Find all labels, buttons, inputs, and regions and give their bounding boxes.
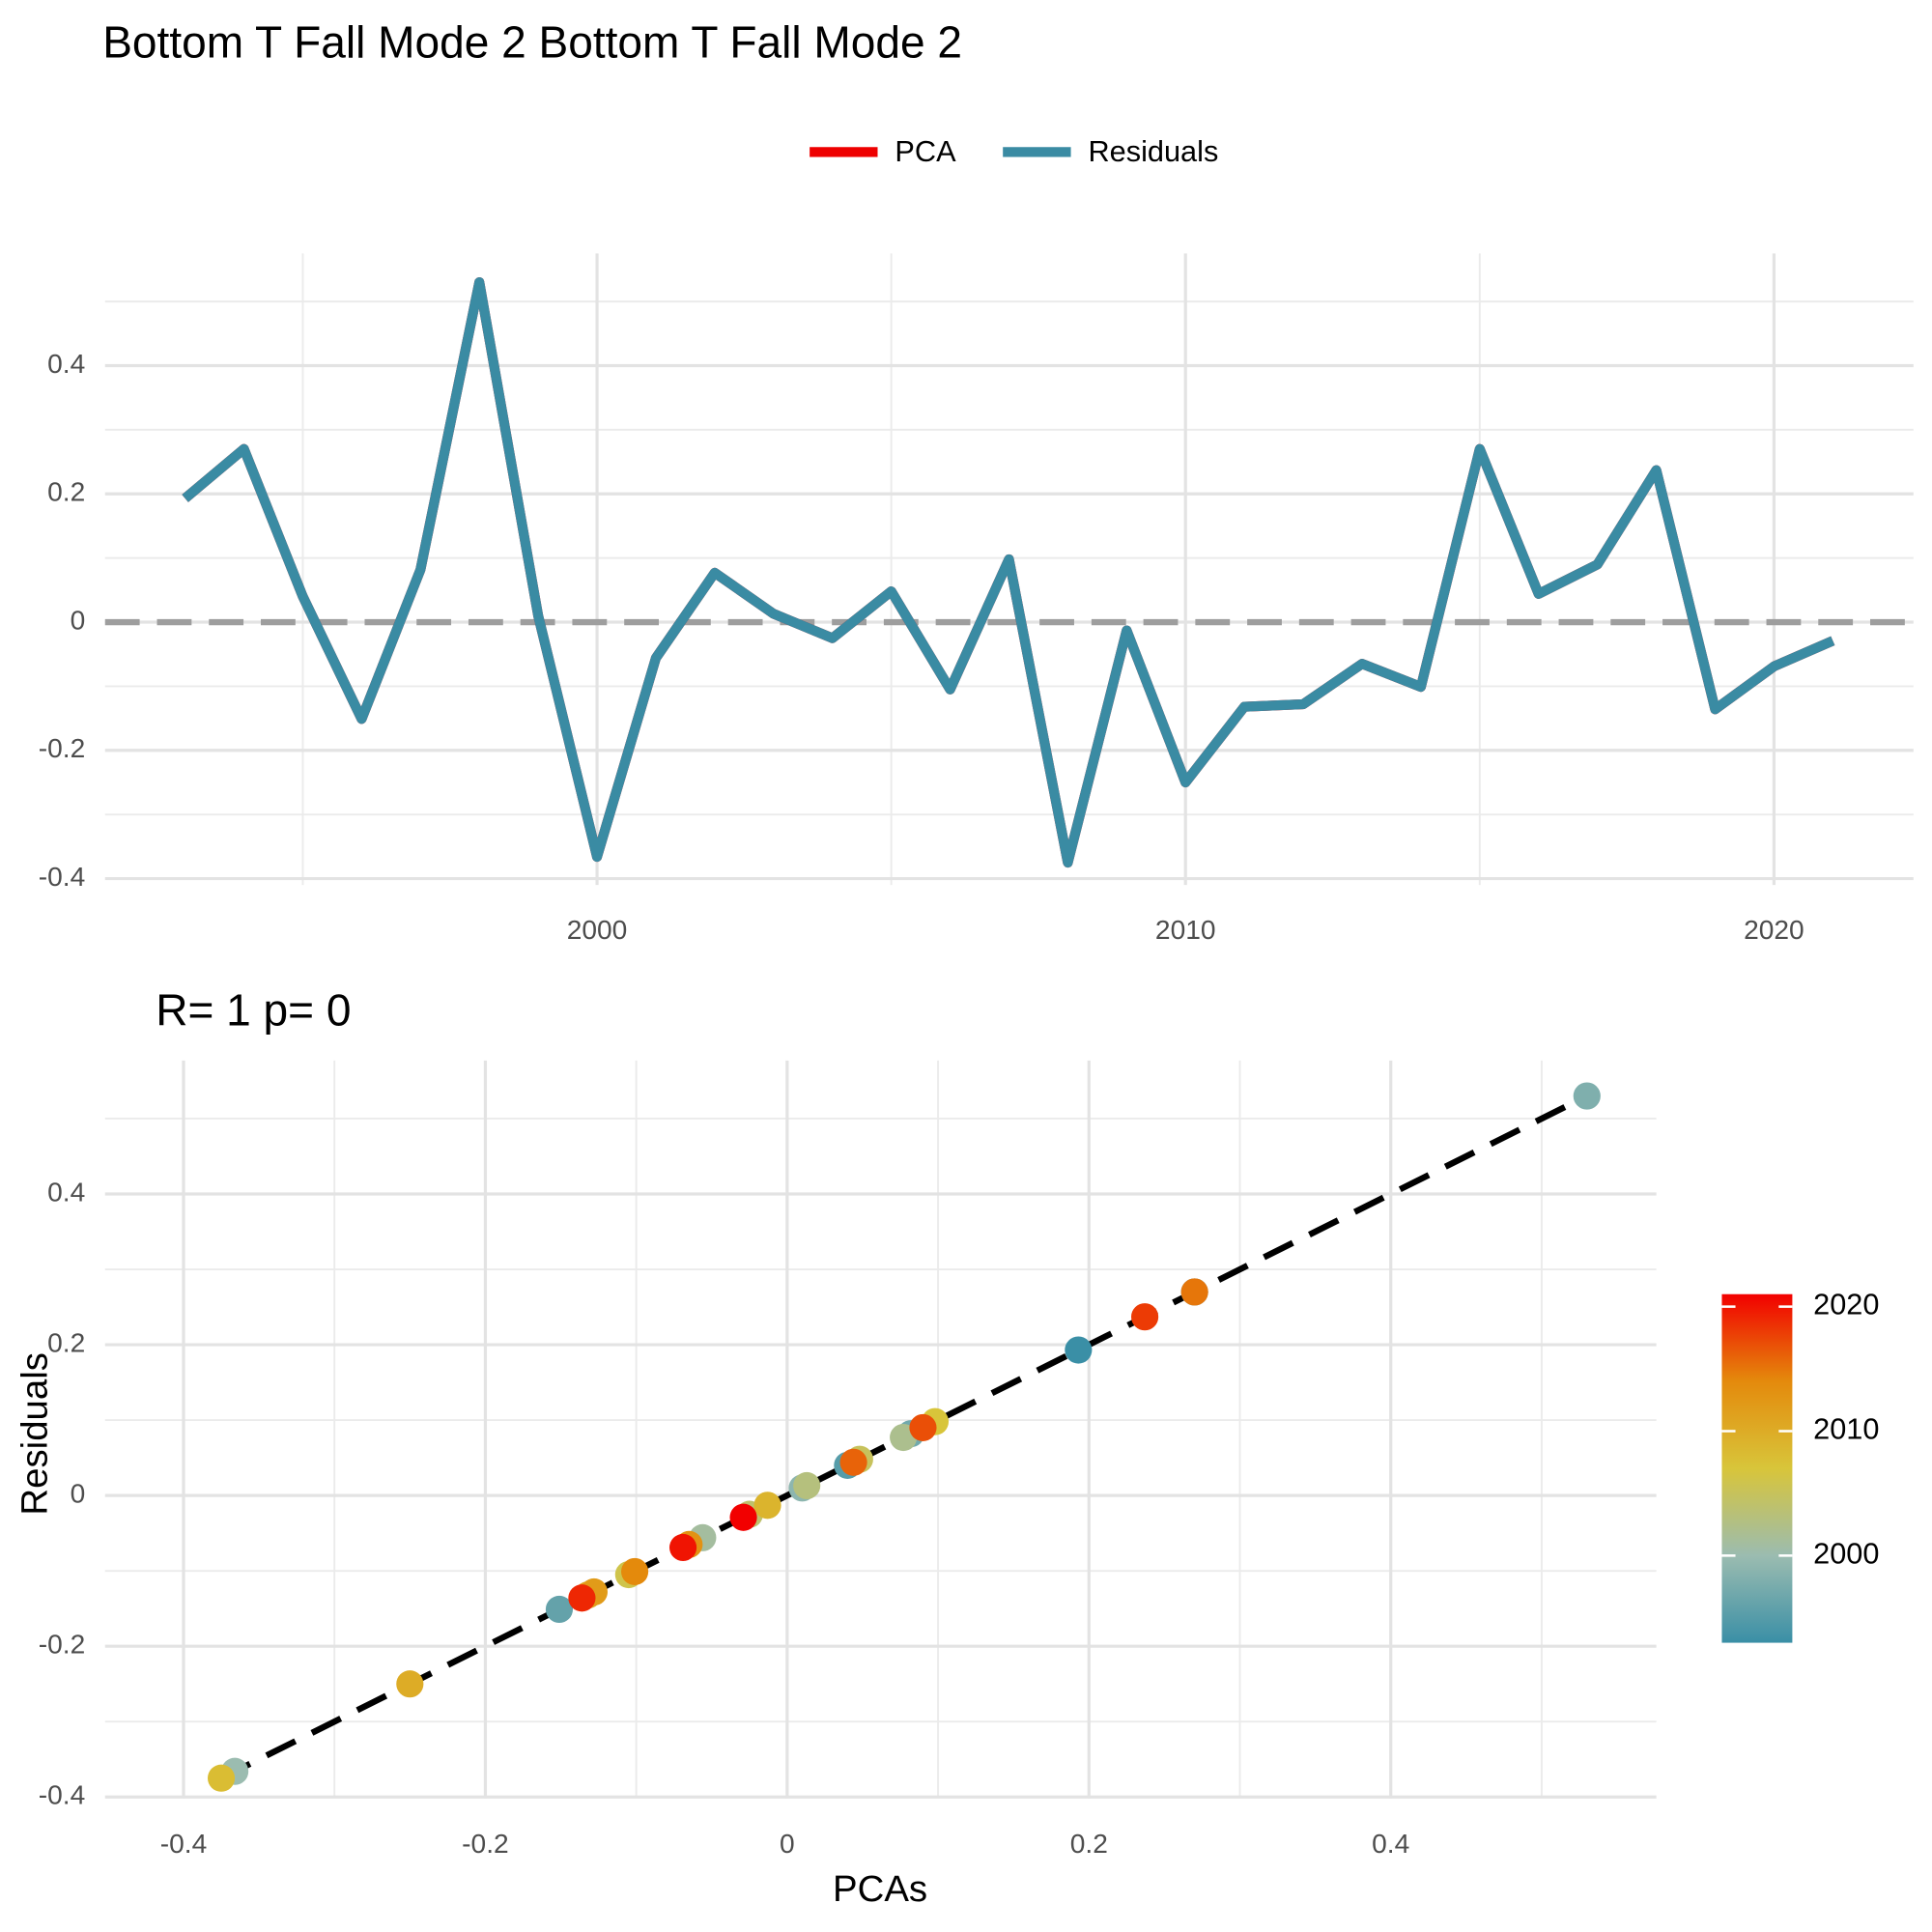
x-tick-label: 2020	[1744, 915, 1804, 945]
y-tick-label: 0.2	[47, 1328, 85, 1358]
x-tick-label: -0.4	[160, 1829, 208, 1859]
y-tick-label: 0.4	[47, 1177, 85, 1207]
point	[753, 1492, 781, 1520]
x-tick-label: 0.4	[1372, 1829, 1409, 1859]
line-series	[182, 277, 1835, 868]
point	[545, 1595, 574, 1624]
x-axis-label: PCAs	[833, 1868, 927, 1910]
y-tick-label: -0.4	[39, 1780, 86, 1810]
point	[396, 1670, 424, 1698]
colorbar-label: 2000	[1813, 1536, 1879, 1570]
x-tick-label: 2010	[1155, 915, 1216, 945]
point	[1573, 1082, 1601, 1110]
x-tick-label: 2000	[567, 915, 628, 945]
colorbar	[1721, 1293, 1793, 1643]
y-tick-label: 0.2	[47, 477, 85, 507]
y-tick-label: -0.4	[39, 862, 86, 892]
point	[668, 1533, 697, 1562]
chart-subtitle: R= 1 p= 0	[156, 984, 351, 1035]
point	[729, 1503, 757, 1531]
point	[621, 1557, 649, 1586]
y-tick-label: 0	[71, 1479, 86, 1509]
x-tick-label: 0.2	[1070, 1829, 1108, 1859]
y-tick-label: 0.4	[47, 349, 85, 379]
x-tick-label: -0.2	[462, 1829, 509, 1859]
colorbar-label: 2020	[1813, 1288, 1879, 1321]
point	[909, 1413, 937, 1441]
legend-label: PCA	[895, 134, 956, 168]
legend-label: Residuals	[1088, 134, 1218, 168]
point	[568, 1584, 596, 1612]
y-axis-label: Residuals	[14, 1352, 56, 1516]
y-tick-label: -0.2	[39, 1630, 86, 1660]
x-tick-label: 0	[780, 1829, 795, 1859]
y-tick-label: 0	[71, 605, 86, 635]
colorbar-label: 2010	[1813, 1412, 1879, 1446]
point	[839, 1448, 867, 1476]
point	[207, 1764, 236, 1792]
chart-title: Bottom T Fall Mode 2 Bottom T Fall Mode …	[102, 17, 962, 68]
point	[1065, 1336, 1093, 1364]
point	[793, 1471, 821, 1500]
y-tick-label: -0.2	[39, 733, 86, 763]
point	[1180, 1278, 1208, 1306]
point	[1131, 1303, 1159, 1331]
